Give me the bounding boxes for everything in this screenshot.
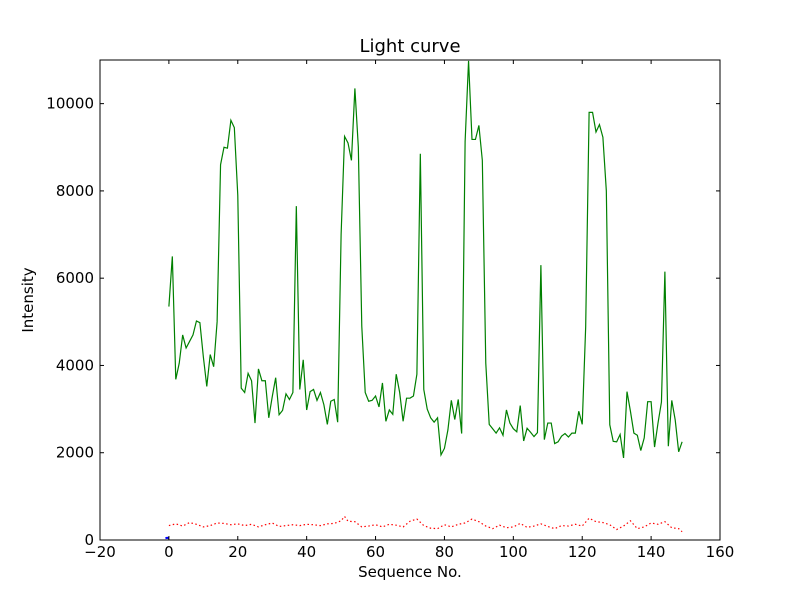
x-tick-label: 0 bbox=[164, 543, 174, 561]
tick-layer: −20 0 20 40 60 80 100 120 140 1600200040006000800… bbox=[46, 60, 734, 561]
x-tick-label: 40 bbox=[297, 543, 316, 561]
x-tick-label: 60 bbox=[366, 543, 385, 561]
series-layer bbox=[165, 60, 683, 540]
x-tick-label: 140 bbox=[637, 543, 666, 561]
chart-title: Light curve bbox=[359, 36, 460, 57]
x-tick-label: −20 bbox=[84, 543, 116, 561]
x-axis-label: Sequence No. bbox=[358, 563, 462, 581]
y-tick-label: 2000 bbox=[56, 444, 94, 462]
y-tick-label: 6000 bbox=[56, 269, 94, 287]
y-tick-label: 4000 bbox=[56, 356, 94, 374]
x-tick-label: 20 bbox=[228, 543, 247, 561]
series-line-1 bbox=[168, 60, 683, 459]
x-tick-label: 160 bbox=[706, 543, 735, 561]
y-tick-label: 10000 bbox=[46, 95, 94, 113]
y-axis-label: Intensity bbox=[19, 267, 37, 332]
plot-frame bbox=[99, 59, 721, 541]
x-tick-label: 80 bbox=[435, 543, 454, 561]
y-tick-label: 0 bbox=[84, 531, 94, 549]
x-tick-label: 120 bbox=[568, 543, 597, 561]
x-tick-label: 100 bbox=[499, 543, 528, 561]
y-tick-label: 8000 bbox=[56, 182, 94, 200]
